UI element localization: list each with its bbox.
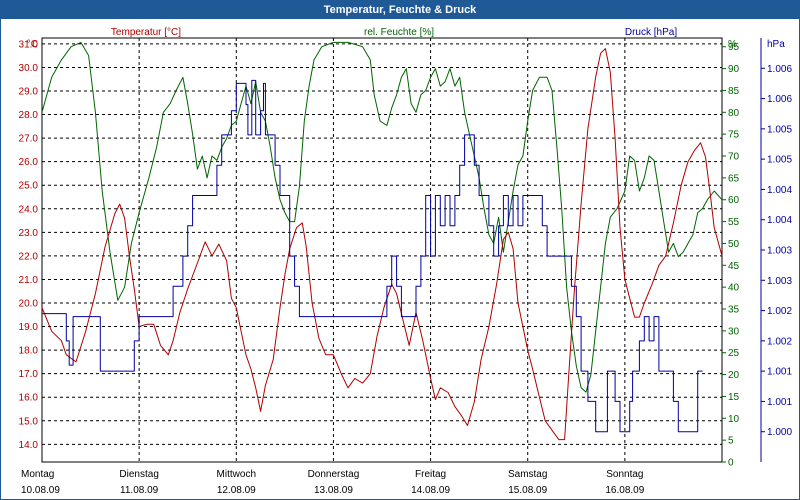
legend-temperature: Temperatur [°C] xyxy=(111,27,181,38)
x-date-label: 11.08.09 xyxy=(120,485,159,496)
humidity-tick-label: 40 xyxy=(728,283,740,294)
plot-area xyxy=(41,37,723,463)
temperature-tick-label: 25.0 xyxy=(19,181,39,192)
humidity-tick-label: 70 xyxy=(728,152,740,163)
humidity-tick-label: 80 xyxy=(728,108,740,119)
window-title: Temperatur, Feuchte & Druck xyxy=(1,1,799,19)
humidity-tick-label: 35 xyxy=(728,305,740,316)
humidity-tick-label: 15 xyxy=(728,392,740,403)
humidity-tick-label: 50 xyxy=(728,239,740,250)
humidity-tick-label: 10 xyxy=(728,414,740,425)
humidity-tick-label: 85 xyxy=(728,86,740,97)
legend-humidity: rel. Feuchte [%] xyxy=(364,27,434,38)
pressure-tick-label: 1.005 xyxy=(767,155,792,166)
humidity-tick-label: 90 xyxy=(728,64,740,75)
x-day-label: Sonntag xyxy=(606,469,643,480)
pressure-unit-label: hPa xyxy=(767,39,785,50)
x-date-label: 12.08.09 xyxy=(217,485,256,496)
pressure-tick-label: 1.002 xyxy=(767,306,792,317)
humidity-tick-label: 30 xyxy=(728,326,740,337)
pressure-series-line xyxy=(42,79,703,433)
temperature-tick-label: 29.0 xyxy=(19,87,39,98)
temperature-tick-label: 26.0 xyxy=(19,157,39,168)
legend-pressure: Druck [hPa] xyxy=(625,27,677,38)
x-date-label: 10.08.09 xyxy=(21,485,60,496)
temperature-tick-label: 21.0 xyxy=(19,275,39,286)
humidity-tick-label: 65 xyxy=(728,173,740,184)
temperature-tick-label: 22.0 xyxy=(19,251,39,262)
pressure-tick-label: 1.003 xyxy=(767,276,792,287)
humidity-unit-label: % xyxy=(728,39,737,50)
x-date-label: 16.08.09 xyxy=(605,485,644,496)
humidity-tick-label: 55 xyxy=(728,217,740,228)
x-date-label: 14.08.09 xyxy=(411,485,450,496)
x-day-label: Donnerstag xyxy=(308,469,360,480)
pressure-tick-label: 1.000 xyxy=(767,427,792,438)
temperature-unit-label: °C xyxy=(27,39,38,50)
pressure-tick-label: 1.006 xyxy=(767,94,792,105)
pressure-tick-label: 1.004 xyxy=(767,215,792,226)
temperature-tick-label: 15.0 xyxy=(19,416,39,427)
pressure-tick-label: 1.002 xyxy=(767,336,792,347)
humidity-tick-label: 45 xyxy=(728,261,740,272)
x-date-label: 13.08.09 xyxy=(314,485,353,496)
temperature-tick-label: 20.0 xyxy=(19,299,39,310)
x-day-label: Montag xyxy=(21,469,54,480)
temperature-tick-label: 31.0 xyxy=(19,39,39,50)
humidity-tick-label: 60 xyxy=(728,195,740,206)
x-day-label: Mittwoch xyxy=(217,469,256,480)
temperature-tick-label: 24.0 xyxy=(19,204,39,215)
temperature-tick-label: 30.0 xyxy=(19,63,39,74)
x-date-label: 15.08.09 xyxy=(508,485,547,496)
humidity-tick-label: 20 xyxy=(728,370,740,381)
pressure-tick-label: 1.001 xyxy=(767,397,792,408)
pressure-tick-label: 1.004 xyxy=(767,185,792,196)
pressure-tick-label: 1.003 xyxy=(767,246,792,257)
pressure-tick-label: 1.001 xyxy=(767,367,792,378)
temperature-tick-label: 23.0 xyxy=(19,228,39,239)
humidity-tick-label: 95 xyxy=(728,42,740,53)
temperature-tick-label: 18.0 xyxy=(19,346,39,357)
temperature-tick-label: 14.0 xyxy=(19,440,39,451)
x-day-label: Dienstag xyxy=(119,469,158,480)
humidity-tick-label: 5 xyxy=(728,436,734,447)
pressure-tick-label: 1.006 xyxy=(767,64,792,75)
pressure-tick-label: 1.005 xyxy=(767,124,792,135)
temperature-tick-label: 19.0 xyxy=(19,322,39,333)
x-day-label: Freitag xyxy=(415,469,446,480)
temperature-tick-label: 16.0 xyxy=(19,393,39,404)
temperature-series-line xyxy=(41,48,723,441)
temperature-tick-label: 28.0 xyxy=(19,110,39,121)
humidity-tick-label: 25 xyxy=(728,348,740,359)
temperature-tick-label: 27.0 xyxy=(19,134,39,145)
humidity-tick-label: 0 xyxy=(728,458,734,469)
x-day-label: Samstag xyxy=(508,469,547,480)
humidity-tick-label: 75 xyxy=(728,130,740,141)
temperature-tick-label: 17.0 xyxy=(19,369,39,380)
